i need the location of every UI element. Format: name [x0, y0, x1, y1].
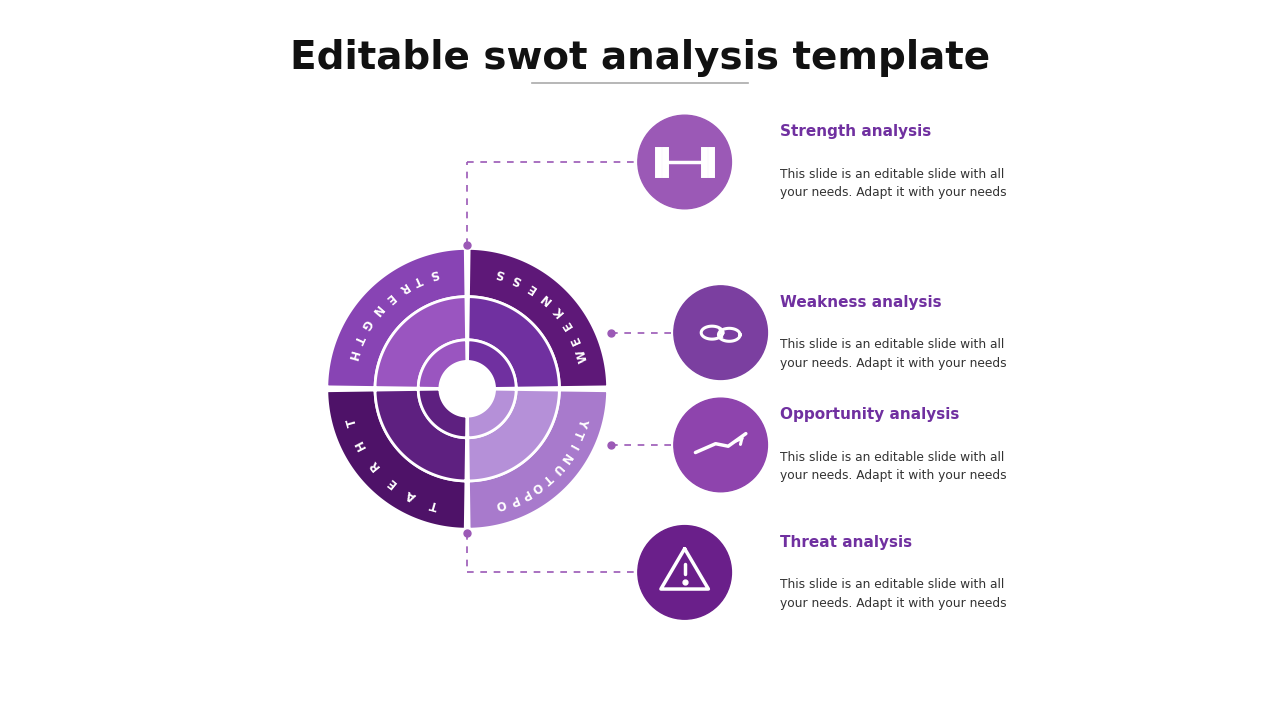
- Text: This slide is an editable slide with all
your needs. Adapt it with your needs: This slide is an editable slide with all…: [781, 338, 1007, 370]
- Text: This slide is an editable slide with all
your needs. Adapt it with your needs: This slide is an editable slide with all…: [781, 168, 1007, 199]
- Text: P: P: [518, 486, 532, 502]
- Text: P: P: [507, 492, 520, 508]
- Circle shape: [637, 526, 731, 619]
- Polygon shape: [468, 390, 559, 481]
- Text: E: E: [568, 333, 584, 346]
- Text: O: O: [494, 496, 507, 512]
- Text: T: T: [540, 471, 554, 486]
- Text: H: H: [344, 349, 360, 362]
- Text: A: A: [404, 487, 419, 503]
- Text: E: E: [384, 474, 398, 490]
- Polygon shape: [326, 390, 466, 529]
- Polygon shape: [467, 340, 516, 388]
- Text: R: R: [396, 280, 410, 296]
- Circle shape: [440, 361, 494, 416]
- Text: N: N: [369, 302, 385, 318]
- Text: Strength analysis: Strength analysis: [781, 125, 932, 139]
- Text: T: T: [571, 428, 585, 441]
- Text: T: T: [411, 272, 424, 287]
- Text: This slide is an editable slide with all
your needs. Adapt it with your needs: This slide is an editable slide with all…: [781, 578, 1007, 610]
- Text: Weakness analysis: Weakness analysis: [781, 295, 942, 310]
- Circle shape: [673, 398, 768, 492]
- Text: S: S: [494, 266, 506, 281]
- Text: N: N: [557, 450, 573, 466]
- Text: S: S: [429, 266, 440, 281]
- Text: Y: Y: [575, 416, 590, 428]
- Polygon shape: [468, 390, 608, 529]
- Polygon shape: [468, 297, 559, 388]
- Polygon shape: [467, 390, 516, 438]
- Text: Editable swot analysis template: Editable swot analysis template: [291, 39, 989, 76]
- Text: G: G: [358, 317, 374, 332]
- Text: E: E: [525, 280, 539, 295]
- Circle shape: [637, 115, 731, 209]
- Text: T: T: [351, 333, 366, 346]
- Text: Opportunity analysis: Opportunity analysis: [781, 408, 960, 422]
- Text: W: W: [575, 348, 590, 364]
- Circle shape: [673, 286, 768, 379]
- Polygon shape: [419, 390, 467, 438]
- Polygon shape: [419, 340, 467, 388]
- Text: O: O: [529, 478, 544, 495]
- Text: U: U: [549, 461, 564, 477]
- Polygon shape: [375, 297, 466, 388]
- Text: T: T: [429, 497, 440, 511]
- Text: K: K: [550, 302, 566, 318]
- Text: H: H: [353, 437, 369, 451]
- Text: Threat analysis: Threat analysis: [781, 535, 913, 549]
- Text: I: I: [566, 441, 579, 451]
- Text: S: S: [509, 272, 524, 287]
- Text: E: E: [561, 318, 576, 331]
- Polygon shape: [326, 248, 466, 387]
- Text: N: N: [538, 290, 554, 306]
- Text: R: R: [366, 457, 383, 472]
- Text: This slide is an editable slide with all
your needs. Adapt it with your needs: This slide is an editable slide with all…: [781, 451, 1007, 482]
- Polygon shape: [468, 248, 608, 387]
- Text: E: E: [381, 291, 396, 306]
- Polygon shape: [375, 390, 466, 481]
- Text: T: T: [344, 416, 360, 428]
